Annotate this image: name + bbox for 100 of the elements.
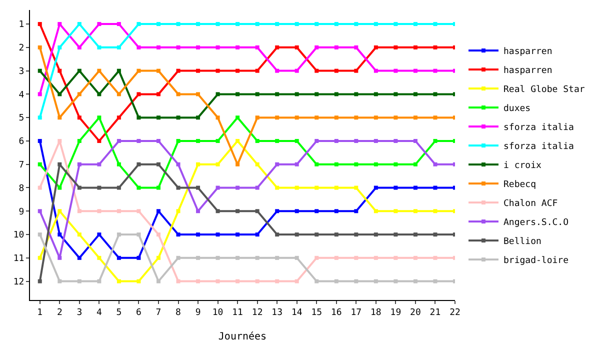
point <box>314 68 319 73</box>
x-tick-label: 10 <box>212 308 224 318</box>
x-tick-label: 21 <box>430 308 441 318</box>
point <box>334 186 338 190</box>
point <box>294 138 299 143</box>
point <box>156 186 160 190</box>
point <box>275 68 280 73</box>
point <box>314 45 319 50</box>
point <box>354 279 358 284</box>
y-tick-label: 3 <box>18 66 24 77</box>
legend-label: hasparren <box>504 47 552 58</box>
point <box>136 92 141 96</box>
x-axis-title: Journées <box>218 331 267 342</box>
point <box>38 186 42 190</box>
point <box>374 22 378 26</box>
point <box>374 92 378 96</box>
point <box>394 45 398 50</box>
point <box>354 45 358 50</box>
point <box>255 162 260 166</box>
point <box>116 22 121 26</box>
point <box>58 45 62 50</box>
point <box>196 45 200 50</box>
x-tick-label: 11 <box>232 308 243 318</box>
point <box>196 256 200 260</box>
point <box>314 162 319 166</box>
point <box>77 116 82 120</box>
point <box>294 68 299 73</box>
point <box>136 116 141 120</box>
point <box>275 232 280 237</box>
point <box>156 209 160 214</box>
point <box>255 92 260 96</box>
point <box>236 138 240 143</box>
point <box>216 232 220 237</box>
point <box>176 256 180 260</box>
point <box>77 92 82 96</box>
point <box>334 232 338 237</box>
point <box>216 22 220 26</box>
point <box>77 162 82 166</box>
point <box>294 92 299 96</box>
point <box>314 279 319 284</box>
y-tick-label: 10 <box>13 230 24 241</box>
point <box>156 279 160 284</box>
legend-label: Bellion <box>504 237 542 248</box>
point <box>394 22 398 26</box>
point <box>236 45 240 50</box>
point <box>77 45 82 50</box>
point <box>216 186 220 190</box>
point <box>374 138 378 143</box>
point <box>236 22 240 26</box>
point <box>38 22 42 26</box>
point <box>334 92 338 96</box>
legend-label: sforza italia <box>504 142 574 152</box>
point <box>394 92 398 96</box>
point <box>176 209 180 214</box>
x-tick-label: 17 <box>350 308 362 318</box>
point <box>374 162 378 166</box>
point <box>77 186 82 190</box>
point <box>275 138 280 143</box>
y-tick-label: 11 <box>13 254 24 264</box>
point <box>433 279 438 284</box>
point <box>275 186 280 190</box>
point <box>413 116 418 120</box>
point <box>374 256 378 260</box>
point <box>334 138 338 143</box>
point <box>176 279 180 284</box>
point <box>236 162 240 166</box>
point <box>236 279 240 284</box>
point <box>354 186 358 190</box>
point <box>275 45 280 50</box>
point <box>354 256 358 260</box>
point <box>77 209 82 214</box>
point <box>216 256 220 260</box>
point <box>38 209 42 214</box>
point <box>176 162 180 166</box>
point <box>394 232 398 237</box>
point <box>38 162 42 166</box>
point <box>196 116 200 120</box>
line-series <box>38 138 455 260</box>
point <box>77 22 82 26</box>
point <box>314 232 319 237</box>
x-tick-label: 16 <box>330 308 342 318</box>
point <box>176 92 180 96</box>
point <box>58 22 62 26</box>
point <box>97 162 102 166</box>
point <box>156 45 160 50</box>
point <box>116 116 121 120</box>
point <box>433 138 438 143</box>
point <box>196 22 200 26</box>
point <box>58 186 62 190</box>
point <box>176 186 180 190</box>
point <box>314 116 319 120</box>
point <box>236 256 240 260</box>
point <box>216 279 220 284</box>
point <box>413 45 418 50</box>
point <box>275 116 280 120</box>
point <box>156 138 160 143</box>
point <box>275 209 280 214</box>
point <box>156 162 160 166</box>
x-tick-label: 7 <box>156 308 162 318</box>
point <box>136 22 141 26</box>
